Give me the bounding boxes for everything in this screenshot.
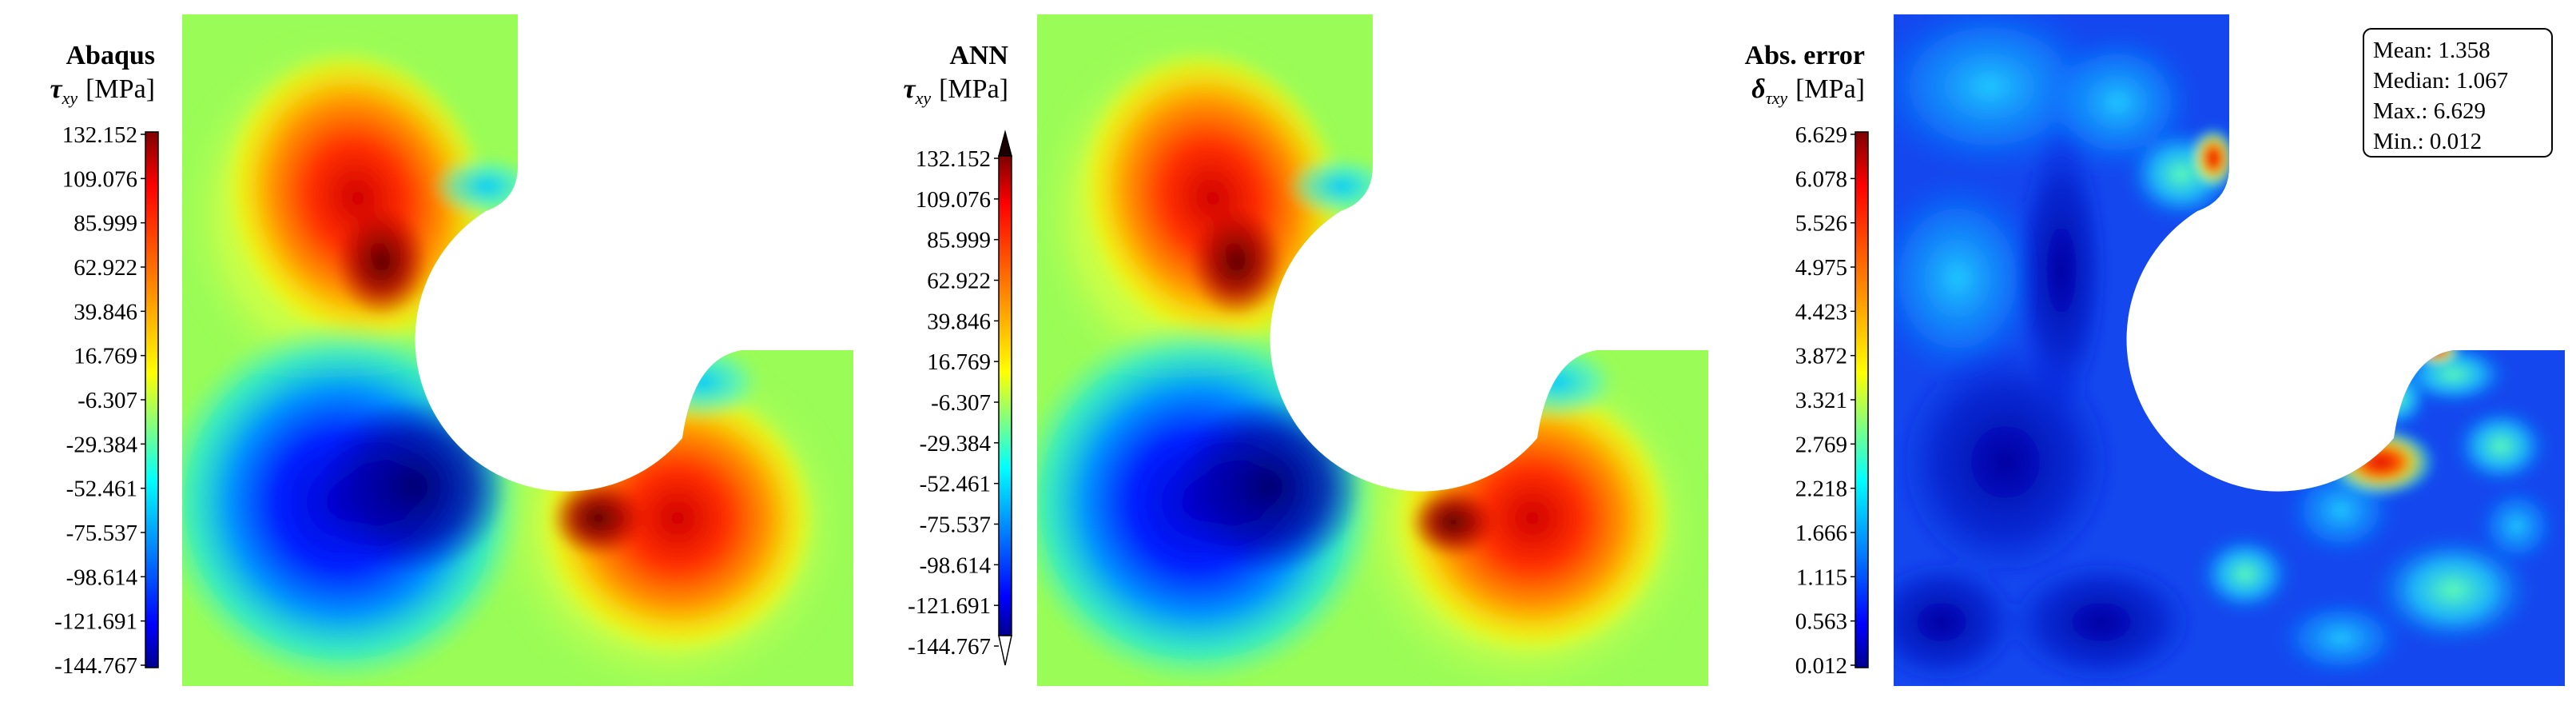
quantity-subscript: xy [915,88,932,108]
quantity-subscript: xy [62,88,78,108]
panel-ann: ANN τxy [MPa] 132.152 109.076 85.999 62.922 3… [903,14,1708,686]
colorbar-tick-label: 109.076 [916,187,991,213]
colorbar-tick-label: 62.922 [927,269,991,294]
colorbar-tick-label: -144.767 [908,634,991,660]
colorbar-tick-label: -29.384 [66,432,138,457]
colorbar-tick-label: 0.012 [1795,653,1847,679]
quantity-symbol: τ [903,74,916,104]
stress-field-map [1037,14,1708,686]
quantity-label: τxy [MPa] [903,74,1008,108]
quantity-symbol: δ [1751,74,1765,104]
colorbar [1854,131,1869,668]
colorbar-tick-label: 2.218 [1795,477,1847,502]
panel-abaqus: Abaqus τxy [MPa] 132.152 109.076 85.999 62.9… [50,14,853,686]
panel-title: Abaqus [66,41,155,70]
colorbar-tick-label: 6.629 [1795,122,1847,148]
quantity-unit: [MPa] [85,74,155,104]
colorbar [145,131,159,668]
colorbar-tick-label: 39.846 [74,299,137,325]
colorbar-tick-label: 1.115 [1796,564,1847,590]
colorbar-tick-label: 1.666 [1795,521,1847,546]
colorbar-tick-label: 6.078 [1795,166,1847,192]
stress-field-map [182,14,853,686]
quantity-label: τxy [MPa] [50,74,155,108]
quantity-subscript: τxy [1766,88,1788,108]
colorbar-tick-label: 85.999 [927,228,991,253]
colorbar-tick-label: -52.461 [920,472,991,497]
colorbar-tick-label: -121.691 [54,609,137,635]
quantity-unit: [MPa] [1795,74,1865,104]
colorbar [998,155,1012,636]
colorbar-tick-label: 3.872 [1795,344,1847,369]
colorbar-tick-label: -75.537 [66,521,137,546]
colorbar-tick-label: 62.922 [74,255,137,281]
colorbar-tick-label: -75.537 [920,513,991,538]
stat-mean: Mean: 1.358 [2373,38,2491,63]
colorbar-tick-label: -98.614 [66,564,138,590]
panel-title: Abs. error [1745,41,1865,70]
stat-median: Median: 1.067 [2373,68,2508,94]
panel-abs-error: Abs. error δτxy [MPa] 6.629 6.078 5.526 4.97… [1745,14,2565,686]
colorbar-tick-label: 109.076 [62,166,137,192]
colorbar-tick-label: 5.526 [1795,211,1847,237]
colorbar-max-arrow [998,130,1012,157]
colorbar-tick-label: 16.769 [927,349,991,375]
quantity-symbol: τ [50,74,62,104]
panel-title: ANN [949,41,1008,70]
colorbar-tick-label: -52.461 [66,477,137,502]
colorbar-tick-label: -6.307 [931,390,991,416]
colorbar-tick-label: -6.307 [78,388,137,413]
colorbar-tick-label: -98.614 [920,552,992,578]
colorbar-tick-label: -121.691 [908,593,991,619]
colorbar-tick-label: -144.767 [54,653,137,679]
quantity-unit: [MPa] [939,74,1008,104]
colorbar-ticks: 132.152 109.076 85.999 62.922 39.846 16.769 -6… [908,146,999,660]
colorbar-min-arrow [998,635,1012,666]
colorbar-tick-label: 4.975 [1795,255,1847,281]
colorbar-ticks: 132.152 109.076 85.999 62.922 39.846 16.769 -6… [54,122,145,679]
colorbar-tick-label: -29.384 [920,431,992,457]
error-stats-box: Mean: 1.358 Median: 1.067 Max.: 6.629 Mi… [2363,28,2553,158]
colorbar-tick-label: 4.423 [1795,299,1847,325]
colorbar-tick-label: 39.846 [927,309,991,334]
colorbar-tick-label: 0.563 [1795,609,1847,635]
colorbar-tick-label: 16.769 [74,344,137,369]
stat-max: Max.: 6.629 [2373,98,2486,124]
colorbar-tick-label: 132.152 [62,122,137,148]
quantity-label: δτxy [MPa] [1751,74,1865,108]
colorbar-ticks: 6.629 6.078 5.526 4.975 4.423 3.872 3.321 2.769… [1795,122,1855,679]
stat-min: Min.: 0.012 [2373,129,2482,154]
colorbar-tick-label: 85.999 [74,211,137,237]
colorbar-tick-label: 3.321 [1795,388,1847,413]
colorbar-tick-label: 2.769 [1795,432,1847,457]
colorbar-tick-label: 132.152 [916,146,991,172]
